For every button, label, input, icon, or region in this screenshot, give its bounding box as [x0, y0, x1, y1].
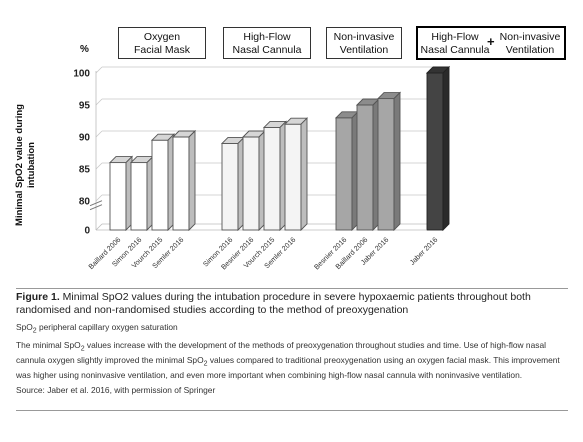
legend-line: Non-invasive [333, 31, 395, 43]
caption-bottom-rule [16, 410, 568, 411]
bar [335, 117, 353, 231]
bar-side [300, 117, 308, 232]
legend-line: Ventilation [505, 44, 555, 56]
legend-line: Ventilation [339, 44, 389, 56]
y-tick-label: 100 [73, 69, 90, 80]
legend-box-combined: High-Flow Nasal Cannula + Non-invasive V… [416, 26, 566, 60]
bar-side [188, 129, 196, 232]
legend-box-high-flow-nasal-cannula: High-Flow Nasal Cannula [223, 27, 311, 59]
legend-line: Nasal Cannula [420, 44, 490, 56]
axis-break-mark [89, 204, 103, 211]
note-sub: 2 [203, 360, 208, 368]
bar [130, 162, 148, 231]
y-tick-label: 80 [79, 197, 91, 208]
legend-line: Facial Mask [133, 44, 190, 56]
axis-break-mark [89, 200, 103, 207]
gridline-depth [95, 162, 103, 170]
bar [377, 98, 395, 231]
chart-area: 0 80 85 90 95 100 Baillard 2006 Simon 2016 Vourc… [73, 65, 451, 271]
floor-depth-line [95, 223, 103, 231]
legend-line: Oxygen [143, 31, 181, 43]
bar [242, 136, 260, 231]
note-text: values increase with the development of … [16, 339, 546, 365]
bar [172, 136, 190, 231]
bar [109, 162, 127, 231]
figure-label: Figure 1. [16, 291, 60, 303]
bar [426, 72, 444, 231]
y-unit-label: % [80, 44, 89, 55]
figure-title: Figure 1. Minimal SpO2 values during the… [16, 291, 568, 317]
x-tick-label: Jaber 2016 [408, 235, 440, 267]
y-tick-label: 0 [84, 226, 90, 237]
abbrev-term: SpO [16, 322, 33, 332]
legend-line: High-Flow [243, 31, 291, 43]
legend-box-non-invasive-ventilation: Non-invasive Ventilation [326, 27, 402, 59]
bar [356, 104, 374, 231]
abbrev-sub: 2 [32, 327, 37, 335]
legend-line: Non-invasive [499, 31, 561, 43]
y-tick-label: 95 [79, 101, 91, 112]
bar [151, 139, 169, 231]
abbreviation: SpO2 peripheral capillary oxygen saturat… [16, 322, 568, 337]
caption-note: The minimal SpO2 values increase with th… [16, 340, 568, 382]
figure-text: Minimal SpO2 values during the intubatio… [16, 291, 531, 316]
bar [263, 126, 281, 231]
note-text: The minimal SpO [16, 339, 81, 350]
bar [284, 123, 302, 231]
y-tick-label: 90 [79, 133, 91, 144]
bar-side [393, 91, 401, 232]
legend-box-oxygen-facial-mask: Oxygen Facial Mask [118, 27, 206, 59]
figure-caption: Figure 1. Minimal SpO2 values during the… [16, 291, 568, 399]
gridline-depth [95, 194, 103, 202]
legend-line: High-Flow [431, 31, 479, 43]
gridline-depth [95, 98, 103, 106]
gridline-depth [95, 66, 103, 74]
y-tick-label: 85 [79, 165, 91, 176]
legend-line: Nasal Cannula [232, 44, 302, 56]
note-text: values compared to traditional preoxygen… [16, 354, 560, 381]
bar-side [442, 65, 450, 232]
abbrev-definition: peripheral capillary oxygen saturation [36, 322, 178, 332]
note-sub: 2 [80, 345, 85, 353]
bar [221, 142, 239, 231]
caption-top-rule [16, 288, 568, 289]
gridline-depth [95, 130, 103, 138]
y-axis-label: Minimal SpO2 value during intubation [14, 104, 37, 226]
plus-sign: + [487, 34, 495, 49]
source-line: Source: Jaber et al. 2016, with permissi… [16, 384, 216, 395]
